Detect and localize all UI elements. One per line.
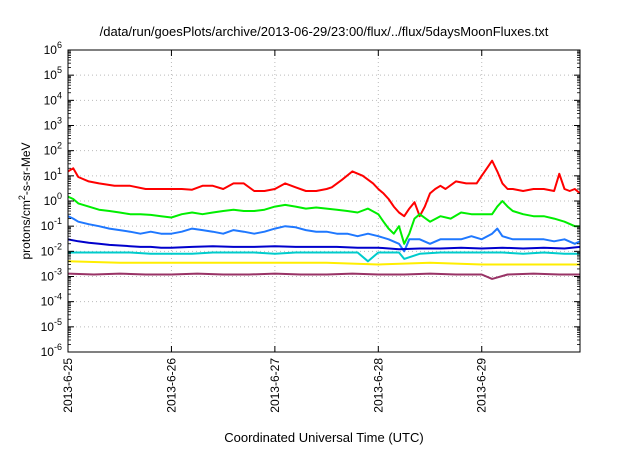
x-tick-label: 2013-6-29 [475, 358, 489, 413]
axis-ticks [67, 49, 580, 353]
series-line-3 [68, 215, 580, 253]
y-axis-label: protons/cm2-s-sr-MeV [17, 142, 33, 259]
y-tick-label: 10-2 [41, 241, 62, 258]
y-tick-label: 10-6 [41, 342, 62, 359]
y-axis-tick-labels: 106 105 104 103 102 101 100 10-1 10-2 10-3 10-4 10-… [41, 40, 62, 359]
series-line-6 [68, 260, 580, 266]
series-line-7 [68, 272, 580, 280]
x-axis-label: Coordinated Universal Time (UTC) [224, 430, 423, 445]
y-tick-label: 10-3 [41, 267, 62, 284]
y-tick-label: 104 [44, 90, 62, 107]
y-tick-label: 10-5 [41, 317, 62, 334]
y-tick-label: 10-4 [41, 292, 62, 309]
y-tick-label: 102 [44, 141, 62, 158]
y-tick-label: 103 [44, 116, 62, 133]
chart-title: /data/run/goesPlots/archive/2013-06-29/2… [100, 24, 549, 39]
series-layer [68, 159, 580, 280]
y-tick-label: 106 [44, 40, 62, 57]
x-tick-label: 2013-6-26 [164, 358, 178, 413]
y-tick-label: 100 [44, 191, 62, 208]
x-tick-label: 2013-6-25 [61, 358, 75, 413]
series-line-4 [68, 238, 580, 251]
y-tick-label: 10-1 [41, 216, 62, 233]
y-tick-label: 101 [44, 166, 62, 183]
y-tick-label: 105 [44, 65, 62, 82]
grid-lines [68, 50, 580, 352]
x-tick-label: 2013-6-27 [268, 358, 282, 413]
x-axis-tick-labels: 2013-6-25 2013-6-26 2013-6-27 2013-6-28 2013… [61, 358, 489, 413]
series-line-2 [68, 195, 580, 245]
series-line-1 [68, 159, 580, 218]
x-tick-label: 2013-6-28 [371, 358, 385, 413]
series-line-5 [68, 251, 580, 263]
